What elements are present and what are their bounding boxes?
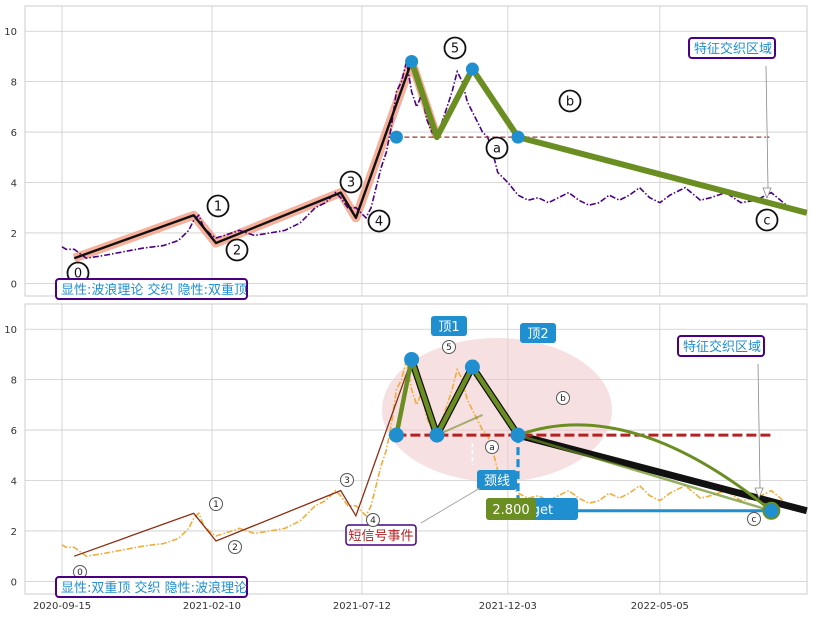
wave-label-circle <box>558 89 582 113</box>
pattern-point <box>404 351 420 367</box>
y-tick-label: 2 <box>11 527 17 538</box>
wave-label-small: 4 <box>370 516 376 526</box>
box-label-frame <box>55 278 248 300</box>
peak-label-box <box>520 323 556 343</box>
wave-label: c <box>763 214 770 229</box>
signal-pointer <box>420 487 481 524</box>
wave-label: a <box>493 142 501 157</box>
projection-arc <box>517 423 773 512</box>
pattern-point <box>388 427 404 443</box>
box-label-text-bottom: 显性:双重顶 交织 隐性:波浪理论 <box>61 580 247 596</box>
projection-line <box>517 433 772 512</box>
wave-label-circle-small <box>485 440 499 454</box>
wave-label-circle <box>367 209 391 233</box>
wave-label-circle-small <box>747 512 761 526</box>
wave-label: 2 <box>233 244 241 259</box>
callout-arrow-bottom <box>754 363 764 500</box>
box-label-frame-bottom <box>55 576 248 598</box>
x-tick-label: 2021-07-12 <box>333 601 391 612</box>
wave-label-small: b <box>560 394 566 404</box>
pattern-point <box>464 359 480 375</box>
projection-line-2 <box>436 414 483 437</box>
wave-label: 5 <box>451 42 459 57</box>
y-tick-label: 8 <box>11 376 17 387</box>
wave-label: 4 <box>375 215 383 230</box>
wave-label-circle-small <box>366 513 380 527</box>
target-value-box <box>486 498 536 520</box>
pattern-rise <box>394 359 414 436</box>
x-tick-label: 2021-12-03 <box>479 601 537 612</box>
callout-frame <box>688 37 776 59</box>
target-value: 2.800 <box>492 503 529 518</box>
key-point <box>465 62 479 76</box>
plot-frame <box>24 5 808 297</box>
y-tick-label: 10 <box>4 325 17 336</box>
y-tick-label: 10 <box>4 27 17 38</box>
wave-label-small: 5 <box>446 343 452 353</box>
wave-label-circle <box>443 36 467 60</box>
callout-arrow <box>762 65 772 200</box>
wave-label-circle <box>485 136 509 160</box>
peak-label: 顶2 <box>527 327 548 342</box>
y-tick-label: 6 <box>11 128 17 139</box>
key-point <box>511 130 525 144</box>
wave-label-circle <box>755 208 779 232</box>
price-line <box>61 61 807 260</box>
callout-text-bottom: 特征交织区域 <box>683 339 761 355</box>
y-tick-label: 4 <box>11 179 17 190</box>
y-tick-label: 4 <box>11 477 17 488</box>
wave-label-small: a <box>489 443 495 453</box>
box-label-text: 显性:波浪理论 交织 隐性:双重顶 <box>61 282 247 298</box>
wave-label-circle-small <box>340 473 354 487</box>
y-tick-label: 8 <box>11 78 17 89</box>
wave-label: b <box>566 95 574 110</box>
top-series: 0 1 2 3 4 5 a b c 显性:波浪理论 交织 隐性:双重顶 特征交织区域 <box>55 36 808 300</box>
wave-label-circle <box>206 194 230 218</box>
pattern-point <box>510 427 526 443</box>
wave-label-circle-small <box>442 340 456 354</box>
wave-label: 1 <box>214 200 222 215</box>
pattern-point <box>429 427 445 443</box>
wave-label-small: 2 <box>232 543 238 553</box>
wave-label-circle-small <box>209 497 223 511</box>
key-point <box>389 130 403 144</box>
x-tick-label: 2021-02-10 <box>183 601 241 612</box>
y-tick-label: 0 <box>11 577 17 588</box>
wave-label-circle <box>225 238 249 262</box>
y-tick-label: 6 <box>11 426 17 437</box>
peak-label: 顶1 <box>438 320 459 335</box>
neck-label-box <box>477 470 517 490</box>
wave-label-circle-small <box>556 391 570 405</box>
peak-label-box <box>431 316 467 336</box>
x-tick-label: 2020-09-15 <box>33 601 91 612</box>
pattern-path-bottom <box>409 358 520 438</box>
wave-label-circle <box>339 170 363 194</box>
x-tick-label: 2022-05-05 <box>631 601 689 612</box>
signal-label-frame <box>345 524 417 546</box>
target-point <box>762 501 781 520</box>
wave-label: 0 <box>74 267 82 282</box>
neck-label: 颈线 <box>484 474 510 489</box>
key-point <box>405 54 419 68</box>
wave-label-small: 3 <box>344 476 350 486</box>
wave-label-small: 1 <box>213 500 219 510</box>
signal-label: 短信号事件 <box>348 529 413 544</box>
callout-text: 特征交织区域 <box>694 41 772 57</box>
y-tick-label: 2 <box>11 229 17 240</box>
wave-label: 3 <box>347 176 355 191</box>
wave-label-small: c <box>752 515 757 525</box>
y-tick-label: 0 <box>11 279 17 290</box>
wave-label-circle-small <box>228 540 242 554</box>
wave-label-small: 0 <box>77 568 83 578</box>
callout-frame-bottom <box>677 335 765 357</box>
